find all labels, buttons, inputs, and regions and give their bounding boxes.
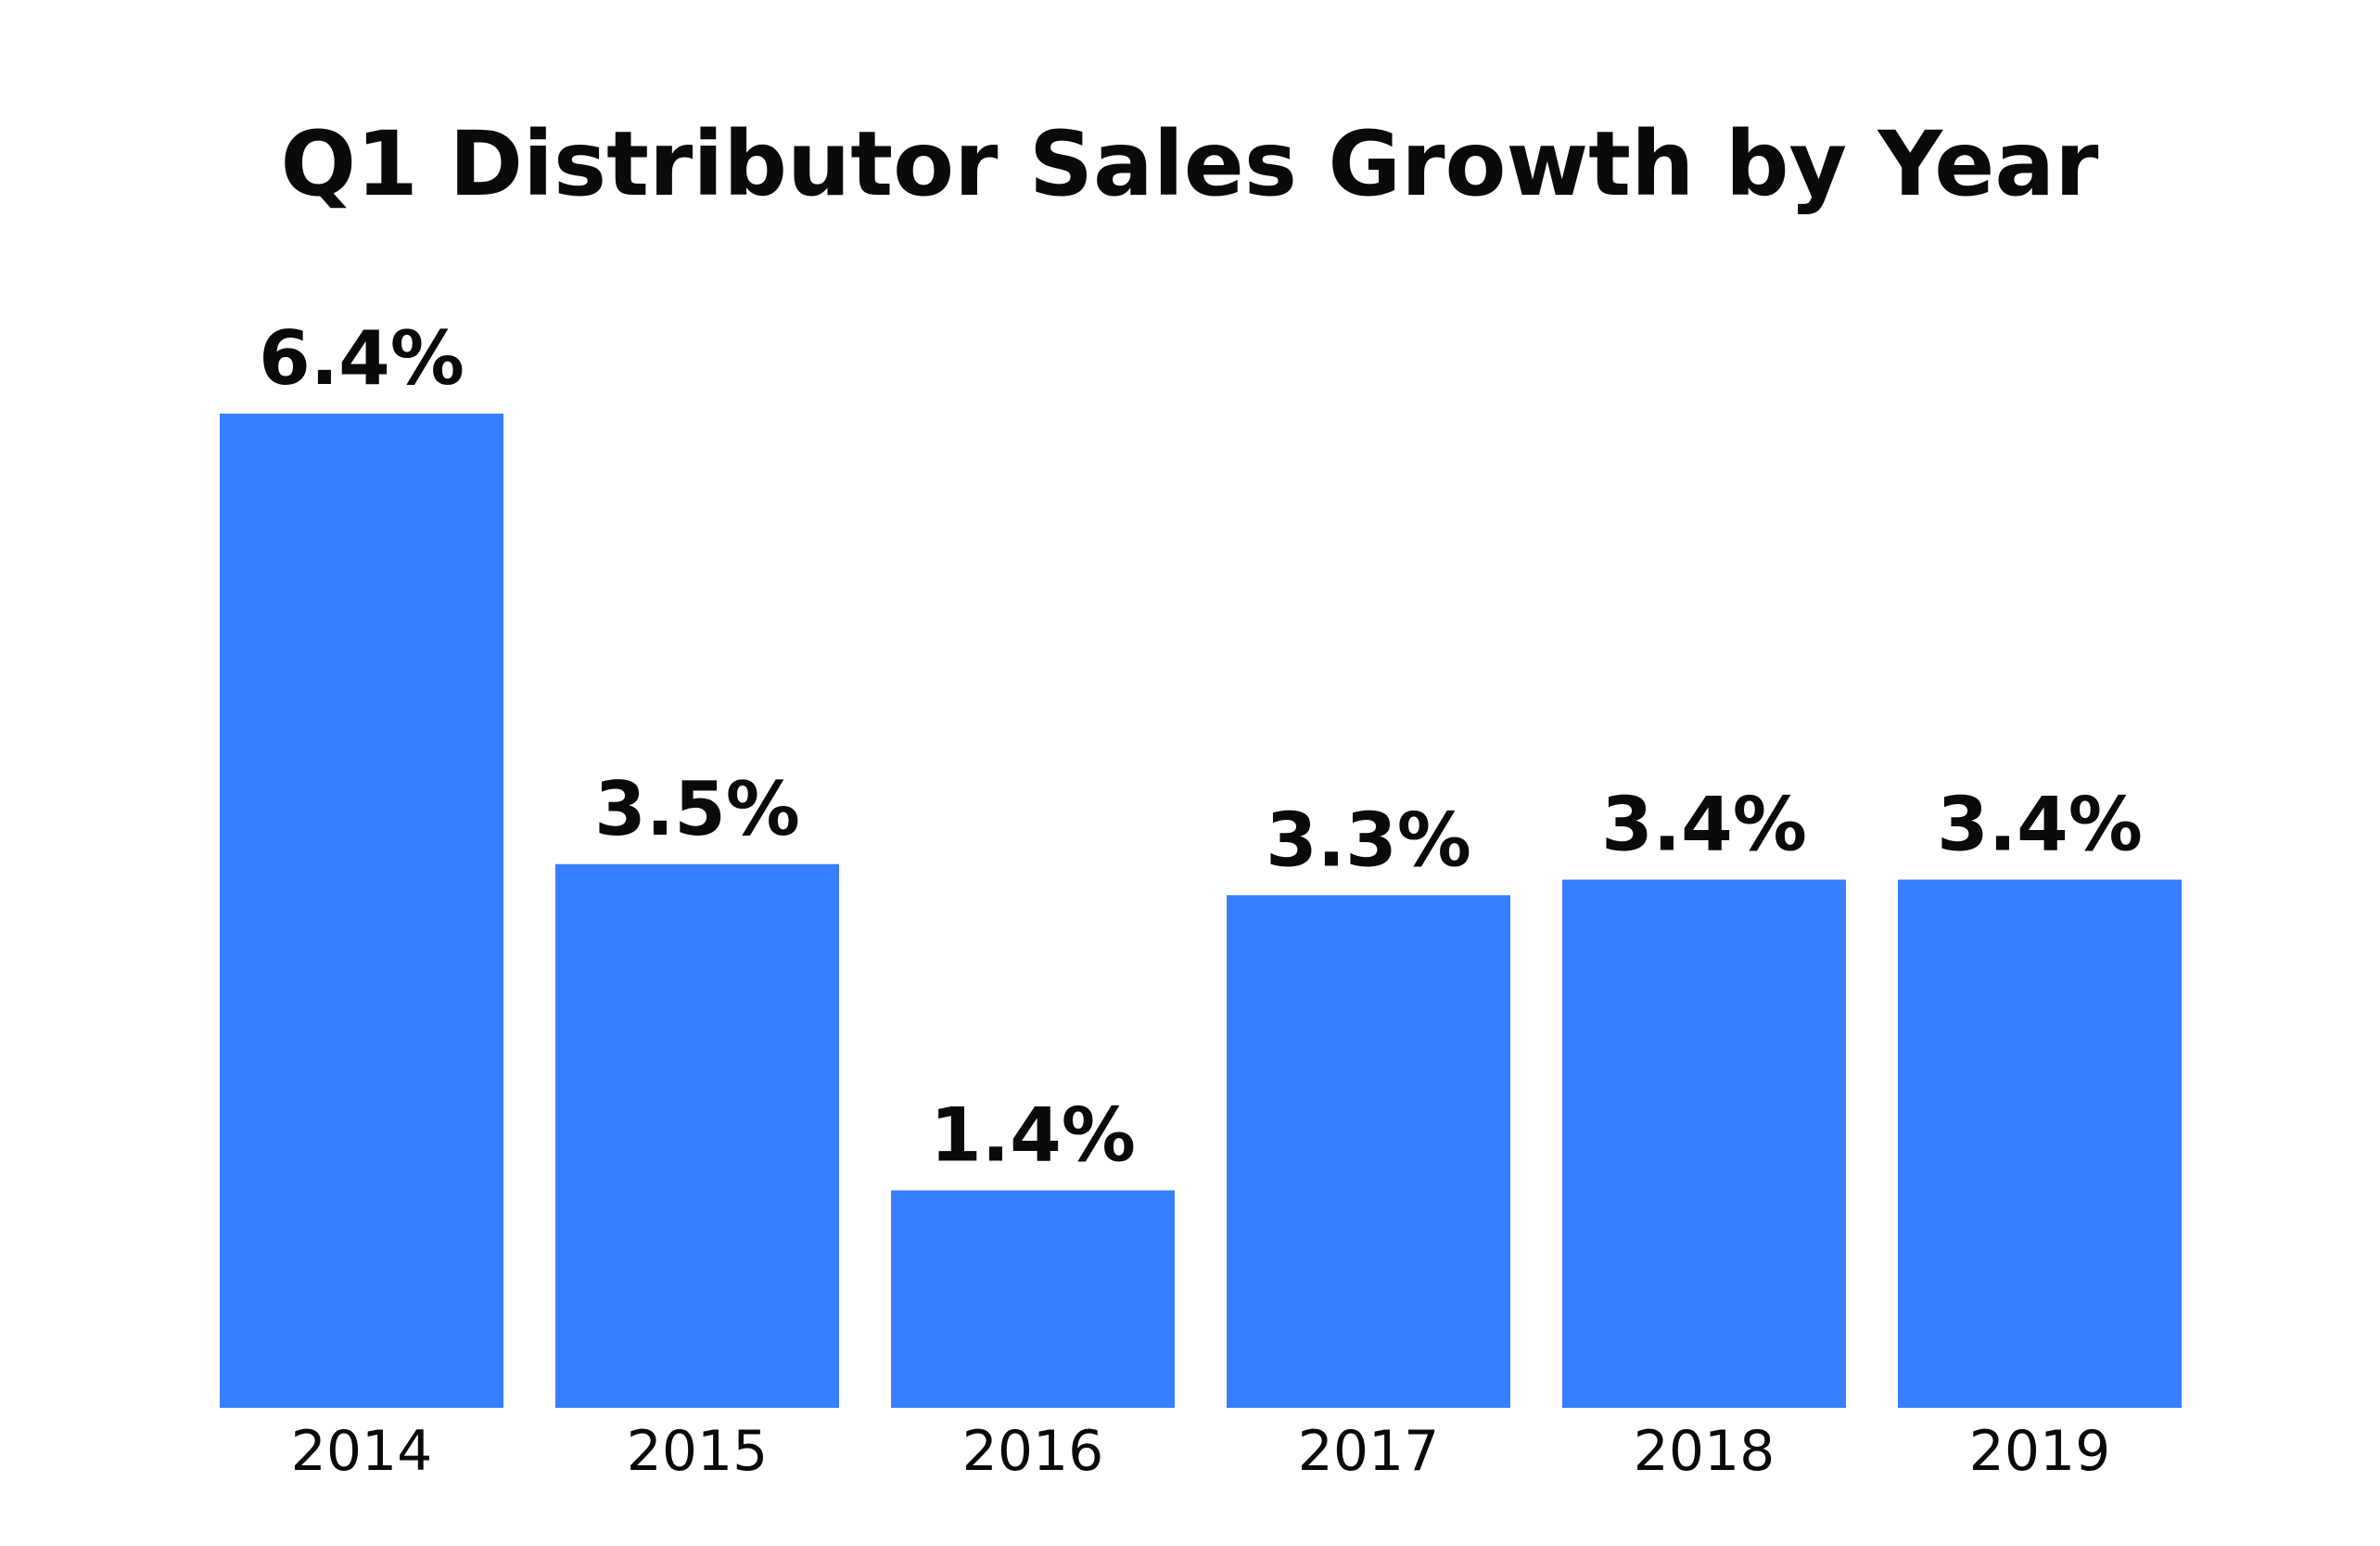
data-labels-group: 6.4% 3.5% 1.4% 3.3% 3.4% 3.4%	[259, 315, 2143, 1179]
data-label-2018: 3.4%	[1601, 782, 1807, 868]
bar-2017	[1227, 895, 1510, 1408]
x-tick-label-2019: 2019	[1969, 1419, 2111, 1484]
data-label-2016: 1.4%	[930, 1092, 1136, 1179]
bar-2014	[220, 414, 503, 1408]
x-tick-label-2017: 2017	[1298, 1419, 1440, 1484]
x-tick-labels-group: 2014 2015 2016 2017 2018 2019	[291, 1419, 2111, 1484]
data-label-2014: 6.4%	[259, 315, 465, 402]
x-tick-label-2018: 2018	[1634, 1419, 1775, 1484]
bar-2015	[555, 863, 839, 1408]
x-tick-label-2014: 2014	[291, 1419, 433, 1484]
bar-2016	[891, 1190, 1175, 1408]
chart-title: Q1 Distributor Sales Growth by Year	[281, 112, 2100, 216]
data-label-2017: 3.3%	[1266, 797, 1471, 883]
bar-2019	[1898, 879, 2182, 1408]
data-label-2019: 3.4%	[1937, 782, 2143, 868]
bar-2018	[1562, 879, 1846, 1408]
bars-group	[220, 414, 2182, 1408]
data-label-2015: 3.5%	[594, 766, 800, 852]
x-tick-label-2016: 2016	[962, 1419, 1104, 1484]
x-tick-label-2015: 2015	[627, 1419, 769, 1484]
